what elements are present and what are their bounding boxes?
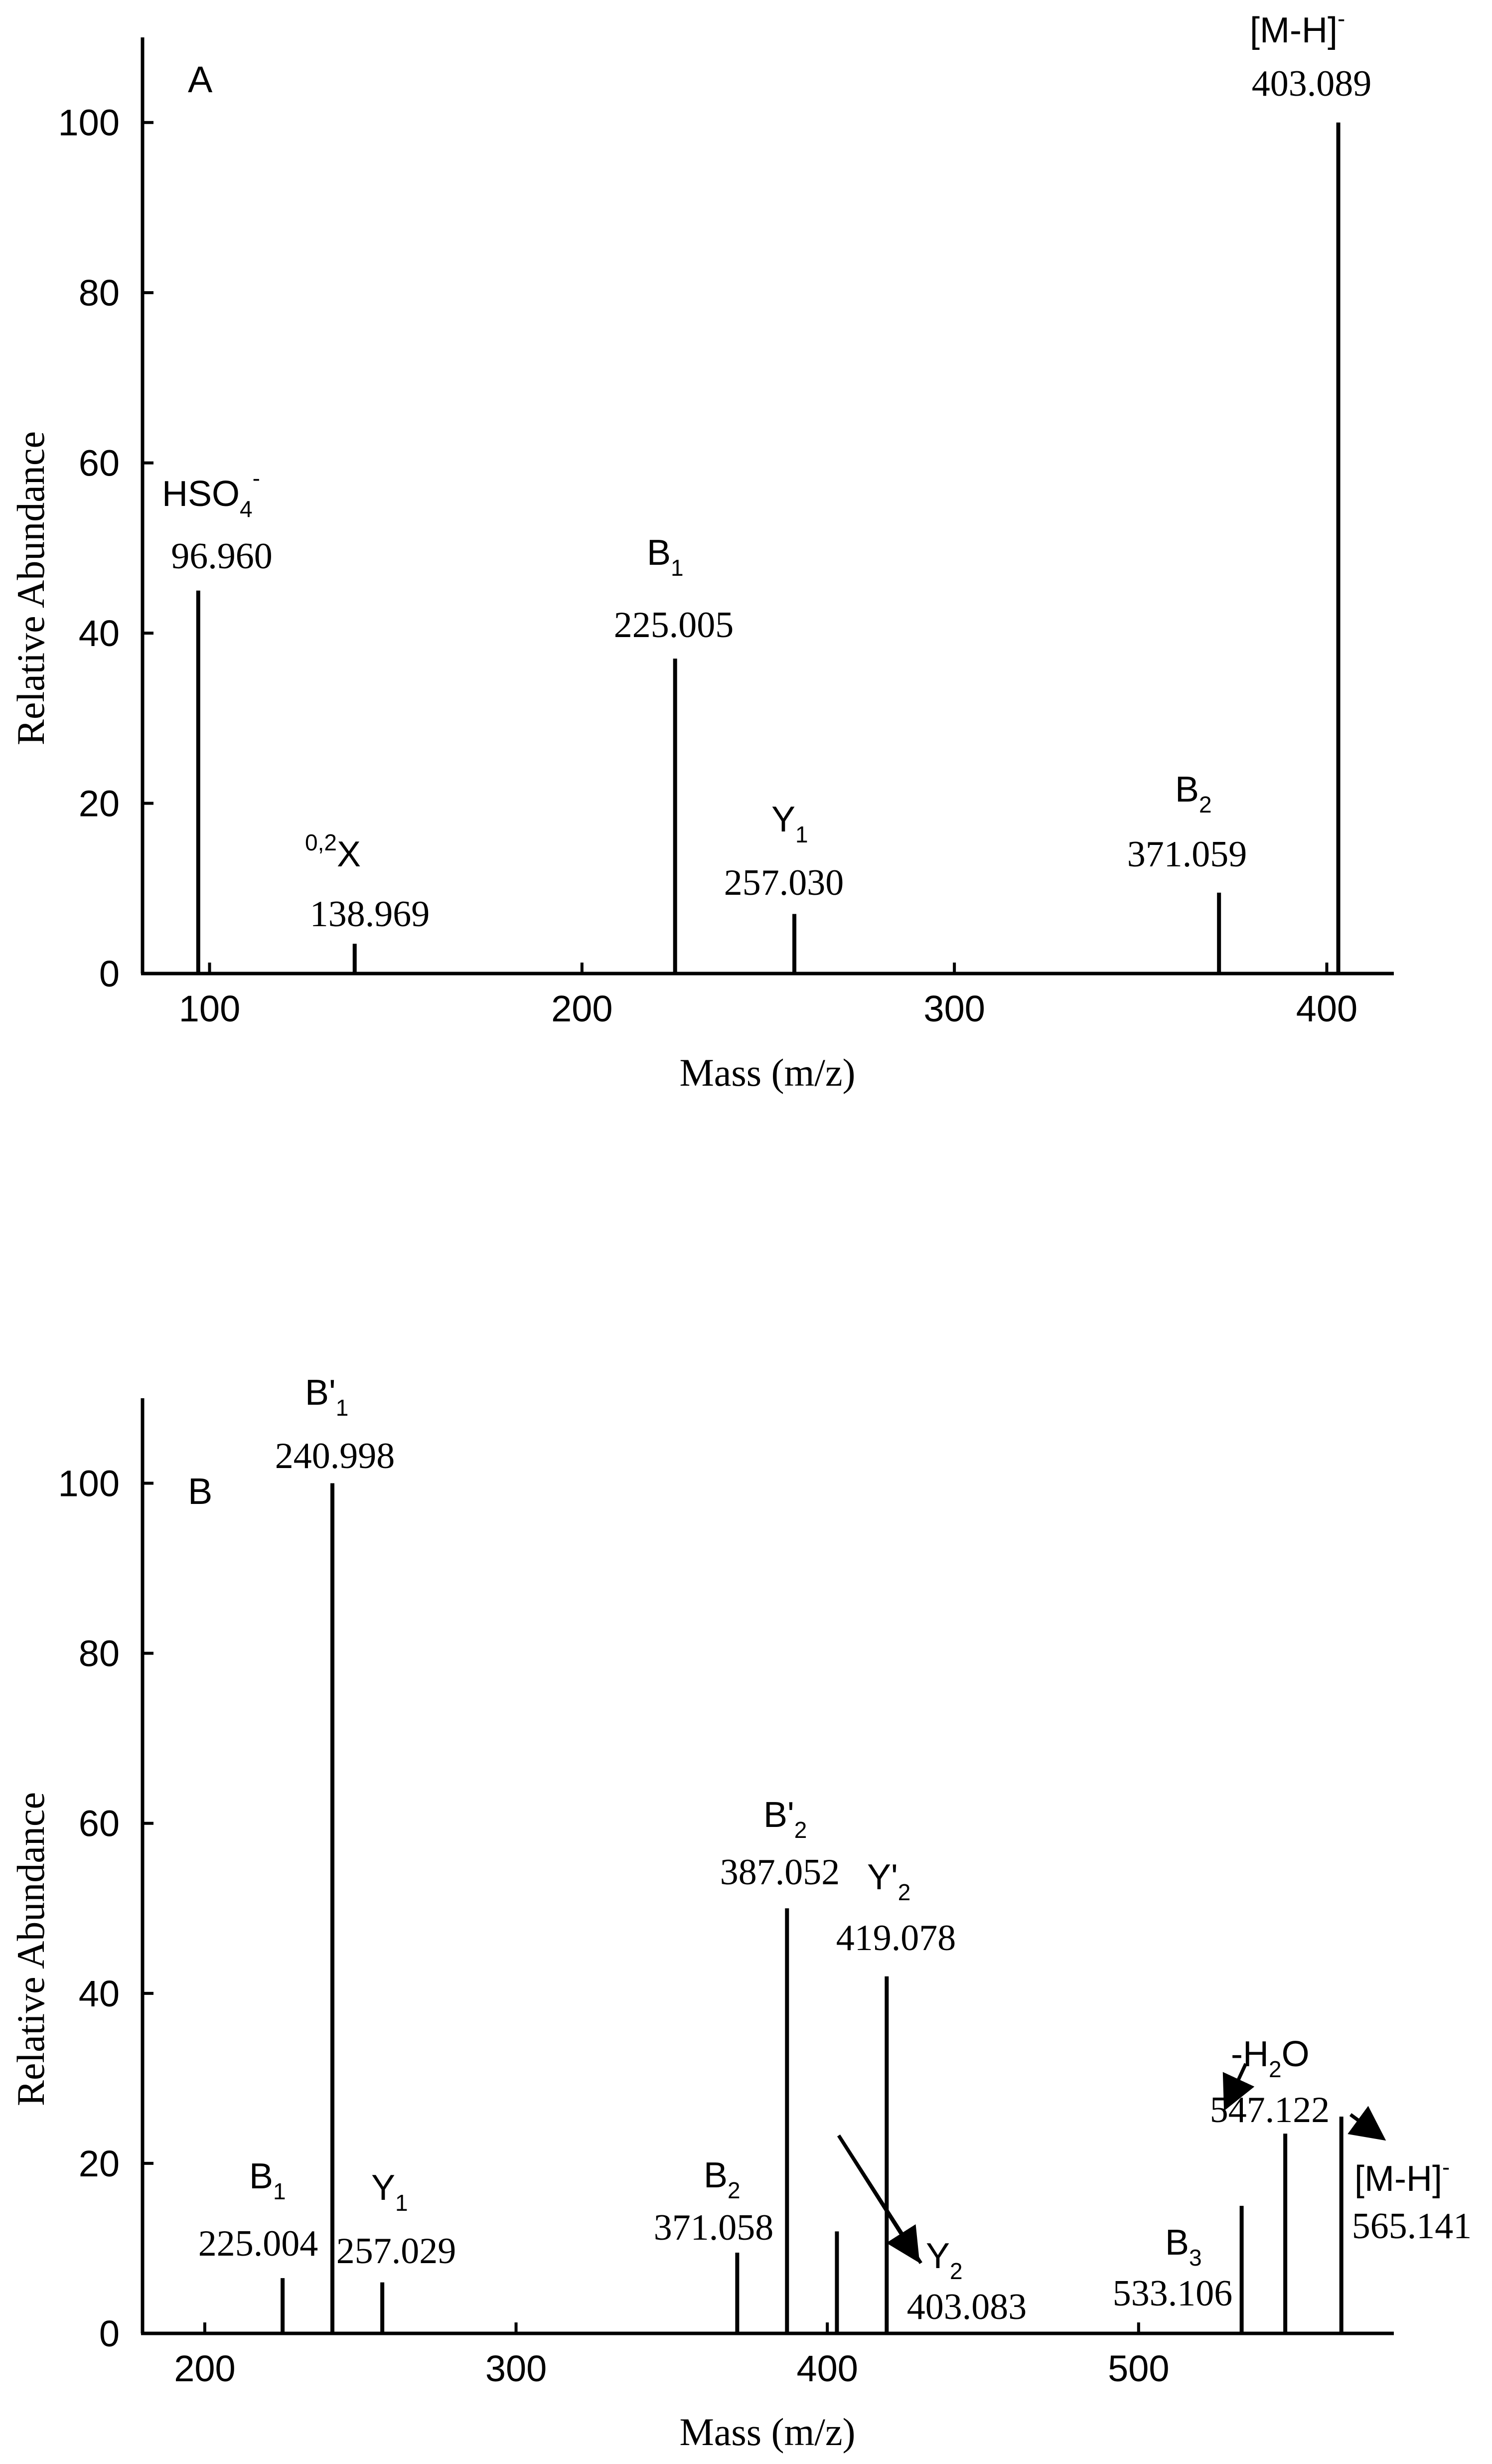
arrow-y2-head xyxy=(837,2135,920,2263)
ion-label-y1: Y1 xyxy=(771,800,808,847)
y-tick-label: 80 xyxy=(79,272,120,314)
mass-label-547: 547.122 xyxy=(1210,2090,1330,2131)
y-tick-label: 0 xyxy=(99,2313,120,2354)
x-ticks: 100 200 300 400 xyxy=(179,963,1357,1029)
y-axis-label: Relative Abundance xyxy=(9,1792,52,2106)
ion-label-y2: Y2 xyxy=(926,2236,963,2284)
y-tick-label: 40 xyxy=(79,1973,120,2014)
ion-label-b2prime: B'2 xyxy=(763,1795,807,1843)
mass-label-387: 387.052 xyxy=(720,1852,840,1893)
y-tick-label: 100 xyxy=(58,1463,120,1504)
y-ticks: 0 20 40 60 80 100 xyxy=(58,102,153,994)
ion-label-h2o: -H2O xyxy=(1231,2034,1310,2082)
mass-label-403: 403.089 xyxy=(1252,63,1372,104)
x-ticks: 200 300 400 500 xyxy=(174,2322,1170,2389)
mass-label-138: 138.969 xyxy=(310,894,430,935)
mass-label-96: 96.960 xyxy=(171,536,273,577)
x-tick-label: 300 xyxy=(923,988,985,1029)
mass-label-225: 225.004 xyxy=(198,2223,318,2264)
spectrum-chart-b: 0 20 40 60 80 100 200 300 400 500 B Mass (m/z) R… xyxy=(9,1373,1472,2454)
y-tick-label: 0 xyxy=(99,953,120,994)
x-tick-label: 300 xyxy=(485,2348,547,2389)
ion-label-b1: B1 xyxy=(647,533,684,581)
peaks xyxy=(281,1483,1343,2333)
ion-label-mh: [M-H]- xyxy=(1250,5,1345,50)
peaks xyxy=(196,122,1341,974)
arrow-b3 xyxy=(1222,2063,1255,2111)
ion-label-hso4: HSO4- xyxy=(162,465,260,522)
y-tick-label: 60 xyxy=(79,1803,120,1844)
y-tick-label: 40 xyxy=(79,613,120,654)
ion-label-02x: 0,2X xyxy=(305,829,361,874)
x-tick-label: 500 xyxy=(1108,2348,1169,2389)
arrow-mh xyxy=(1347,2106,1386,2141)
mass-label-403: 403.083 xyxy=(907,2287,1027,2327)
mass-label-419: 419.078 xyxy=(836,1918,956,1959)
y-tick-label: 80 xyxy=(79,1633,120,1674)
ion-label-y1: Y1 xyxy=(371,2168,408,2216)
x-tick-label: 200 xyxy=(174,2348,235,2389)
y-ticks: 0 20 40 60 80 100 xyxy=(58,1463,153,2354)
x-tick-label: 100 xyxy=(179,988,240,1029)
x-tick-label: 200 xyxy=(551,988,612,1029)
mass-label-257: 257.029 xyxy=(336,2231,456,2272)
ion-label-b2: B2 xyxy=(1175,770,1212,818)
x-tick-label: 400 xyxy=(1296,988,1357,1029)
y-tick-label: 20 xyxy=(79,2143,120,2184)
x-axis-label: Mass (m/z) xyxy=(679,2410,855,2454)
mass-label-533: 533.106 xyxy=(1113,2273,1233,2314)
mass-label-371: 371.059 xyxy=(1127,834,1247,875)
mass-label-240: 240.998 xyxy=(275,1436,395,1477)
y-tick-label: 60 xyxy=(79,443,120,484)
panel-label-b: B xyxy=(188,1471,212,1512)
mass-label-565: 565.141 xyxy=(1352,2206,1472,2247)
mass-label-371: 371.058 xyxy=(654,2207,774,2248)
y-tick-label: 100 xyxy=(58,102,120,144)
y-tick-label: 20 xyxy=(79,783,120,824)
spectrum-chart-a: 0 20 40 60 80 100 100 200 300 400 A Mass (m/z) R… xyxy=(9,5,1394,1094)
x-tick-label: 400 xyxy=(796,2348,858,2389)
panel-label-a: A xyxy=(188,59,213,100)
y-axis-label: Relative Abundance xyxy=(9,431,52,745)
ion-label-mh: [M-H]- xyxy=(1354,2154,1450,2199)
mass-label-225: 225.005 xyxy=(614,605,734,646)
ion-label-y2prime: Y'2 xyxy=(867,1857,910,1905)
ion-label-b2: B2 xyxy=(704,2155,741,2203)
ion-label-b1: B1 xyxy=(249,2156,286,2204)
x-axis-label: Mass (m/z) xyxy=(679,1051,855,1094)
mass-label-257: 257.030 xyxy=(724,862,844,903)
ion-label-b1prime: B'1 xyxy=(305,1373,348,1421)
ion-label-b3: B3 xyxy=(1165,2223,1202,2271)
